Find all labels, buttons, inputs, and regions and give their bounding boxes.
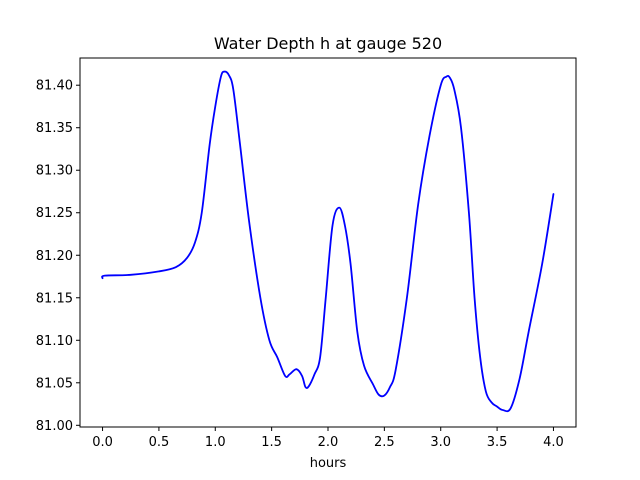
y-tick-label: 81.40 bbox=[36, 79, 73, 94]
x-tick-label: 4.0 bbox=[543, 435, 564, 450]
x-tick-label: 1.0 bbox=[205, 435, 226, 450]
y-tick-label: 81.25 bbox=[36, 206, 73, 221]
x-tick-label: 2.5 bbox=[374, 435, 395, 450]
x-axis-label: hours bbox=[310, 456, 347, 471]
x-tick-label: 3.5 bbox=[487, 435, 508, 450]
y-tick-label: 81.15 bbox=[36, 291, 73, 306]
y-tick-label: 81.05 bbox=[36, 376, 73, 391]
y-tick-label: 81.10 bbox=[36, 334, 73, 349]
y-tick-label: 81.00 bbox=[36, 419, 73, 434]
x-tick-label: 2.0 bbox=[318, 435, 339, 450]
y-tick-label: 81.20 bbox=[36, 249, 73, 264]
chart-title: Water Depth h at gauge 520 bbox=[214, 34, 442, 53]
y-tick-label: 81.30 bbox=[36, 164, 73, 179]
x-tick-label: 1.5 bbox=[261, 435, 282, 450]
x-tick-label: 0.5 bbox=[149, 435, 170, 450]
plot-layer: 0.0 0.5 1.0 1.5 2.0 2.5 3.0 3.5 4.0 81.00 81.05 81.… bbox=[36, 57, 577, 450]
y-tick-label: 81.35 bbox=[36, 121, 73, 136]
x-tick-label: 3.0 bbox=[430, 435, 451, 450]
x-tick-label: 0.0 bbox=[92, 435, 113, 450]
series-line bbox=[101, 70, 555, 413]
